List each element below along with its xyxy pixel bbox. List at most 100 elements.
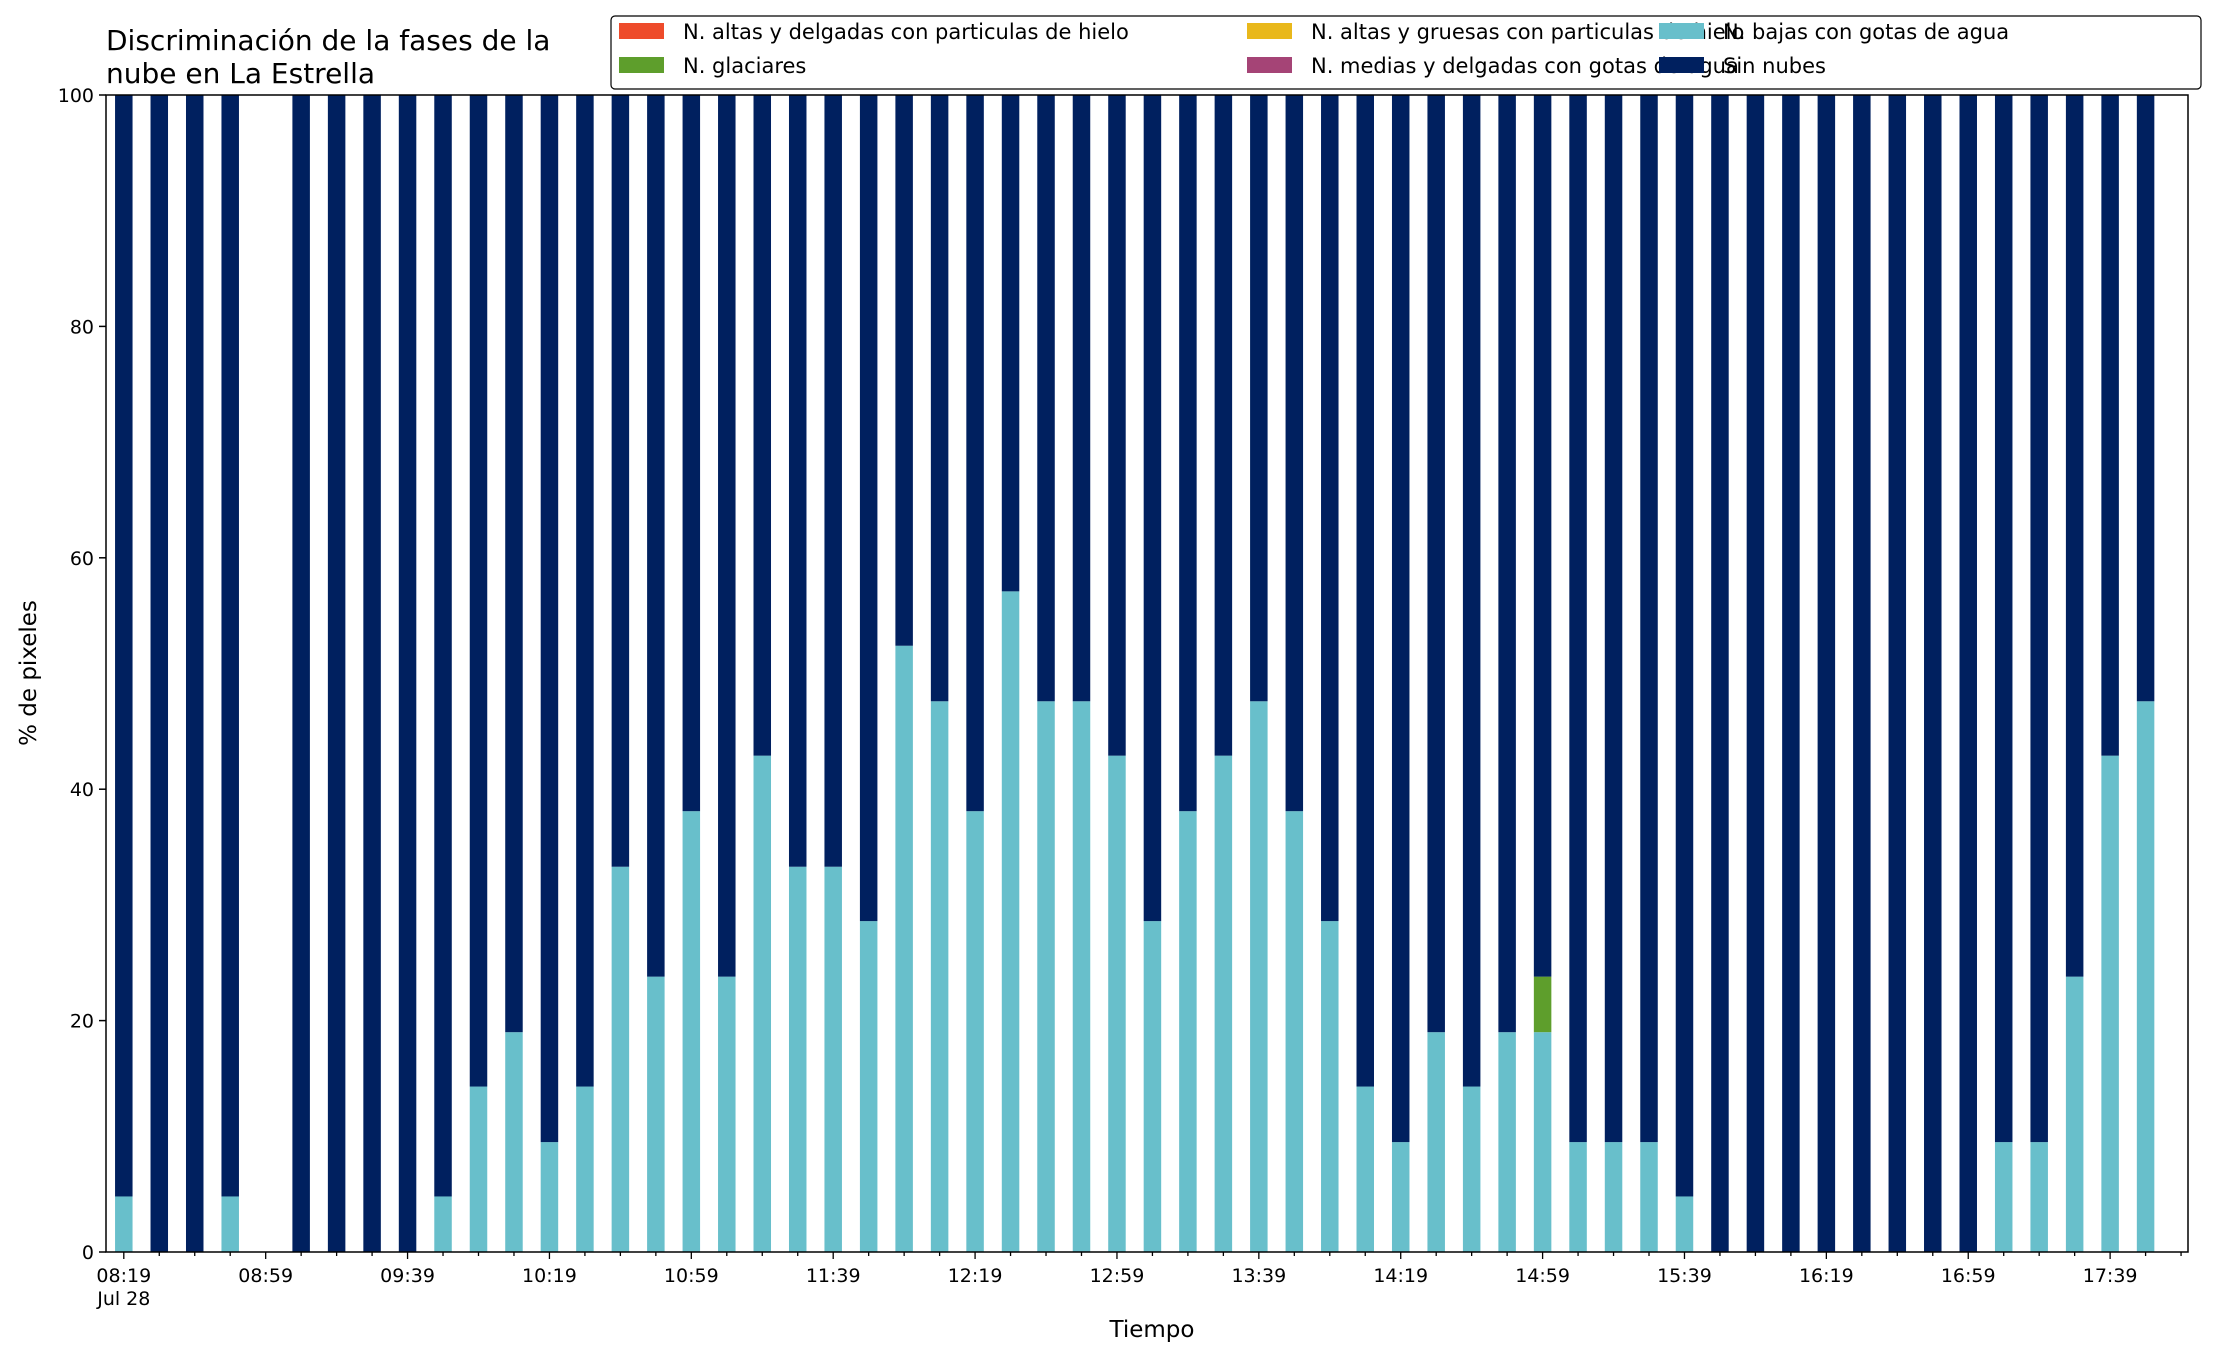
x-tick-label: 12:19 [948,1265,1003,1287]
x-axis: 08:19 Jul 28 08:59 09:39 10:19 10:59 11:39 12:1… [96,1252,2182,1310]
y-axis: 0 20 40 60 80 100 [58,85,106,1264]
bar-segment-5-57 [2136,95,2155,702]
bar-segment-5-49 [1853,95,1871,1252]
bar-segment-5-2 [185,95,204,1252]
x-tick-label: 09:39 [380,1265,435,1287]
legend-frame [610,15,2202,90]
bar-segment-5-18 [753,95,772,756]
bar-segment-5-53 [1994,95,2013,1143]
bar-segment-2-31 [1214,755,1233,1252]
bar-segment-5-11 [505,95,523,1033]
bar-segment-2-3 [221,1196,239,1252]
bar-segment-2-29 [1143,921,1162,1252]
bar-segment-5-0 [115,95,133,1197]
bar-segment-5-46 [1746,95,1765,1252]
bar-segment-2-35 [1356,1086,1374,1252]
bar-segment-5-50 [1888,95,1907,1252]
bar-segment-5-8 [398,95,417,1252]
bar-segment-5-29 [1143,95,1162,922]
legend-entry-label: Sin nubes [1723,54,1826,78]
x-tick-label: 14:59 [1515,1265,1570,1287]
bar-segment-5-10 [469,95,488,1087]
legend-entry-label: N. altas y delgadas con particulas de hi… [683,20,1129,44]
bar-segment-2-40 [1533,1032,1552,1252]
bar-segment-5-41 [1569,95,1587,1143]
bar-segment-5-17 [718,95,736,977]
bar-segment-3-40 [1533,976,1552,1033]
bar-segment-5-56 [2101,95,2119,756]
bar-segment-5-20 [824,95,842,867]
bar-segment-2-43 [1640,1142,1658,1252]
x-axis-label: Tiempo [1109,1317,1195,1343]
bar-segment-2-19 [788,866,807,1252]
bar-segment-2-57 [2136,701,2155,1252]
bar-segment-5-27 [1072,95,1091,702]
bar-segment-5-5 [292,95,310,1252]
legend-swatch [1659,57,1704,73]
bar-segment-2-27 [1072,701,1091,1252]
y-tick-label: 60 [70,548,94,570]
bar-segment-5-35 [1356,95,1374,1087]
x-tick-label: 08:59 [238,1265,293,1287]
bar-segment-2-10 [469,1086,488,1252]
bar-segment-5-48 [1817,95,1836,1252]
x-tick-label: 16:19 [1799,1265,1854,1287]
bar-segment-5-22 [895,95,913,646]
x-tick-label: 14:19 [1373,1265,1428,1287]
bar-segment-5-33 [1285,95,1304,812]
bar-segment-2-12 [540,1142,559,1252]
legend-entry-label: N. glaciares [683,54,806,78]
bar-segment-5-9 [434,95,452,1197]
bar-segment-5-24 [966,95,984,812]
bar-segment-2-11 [505,1032,523,1252]
legend-swatch [619,23,664,39]
bar-segment-5-52 [1959,95,1977,1252]
bar-segment-5-32 [1250,95,1268,702]
bar-segment-2-14 [611,866,630,1252]
bar-segment-5-25 [1001,95,1020,592]
legend-swatch [619,57,664,73]
bar-segment-5-15 [647,95,665,977]
y-tick-label: 20 [70,1011,94,1033]
bar-segment-2-37 [1427,1032,1445,1252]
bars-group [115,95,2155,1252]
bar-segment-5-54 [2030,95,2048,1143]
bar-segment-5-13 [576,95,594,1087]
bar-segment-2-34 [1321,921,1339,1252]
bar-segment-2-0 [115,1196,133,1252]
bar-segment-2-17 [718,976,736,1252]
bar-segment-2-53 [1994,1142,2013,1252]
bar-segment-5-43 [1640,95,1658,1143]
bar-segment-2-55 [2065,976,2084,1252]
y-tick-label: 0 [82,1242,94,1264]
bar-segment-2-20 [824,866,842,1252]
bar-segment-2-13 [576,1086,594,1252]
bar-segment-5-19 [788,95,807,867]
chart-title-line-1: Discriminación de la fases de la [106,24,550,57]
bar-segment-2-15 [647,976,665,1252]
bar-segment-5-45 [1711,95,1729,1252]
legend-swatch [1247,23,1292,39]
y-axis-label: % de pixeles [16,600,42,746]
legend-entry-label: N. bajas con gotas de agua [1723,20,2009,44]
bar-segment-2-32 [1250,701,1268,1252]
bar-segment-5-34 [1321,95,1339,922]
bar-segment-5-28 [1108,95,1126,756]
bar-segment-5-21 [859,95,878,922]
bar-segment-5-12 [540,95,559,1143]
bar-segment-2-33 [1285,811,1304,1252]
x-tick-label: 10:19 [522,1265,577,1287]
bar-segment-5-1 [150,95,169,1252]
bar-segment-2-23 [930,701,949,1252]
bar-segment-5-40 [1533,95,1552,977]
bar-segment-2-18 [753,755,772,1252]
y-tick-label: 80 [70,316,94,338]
bar-segment-5-6 [327,95,346,1252]
bar-segment-2-38 [1462,1086,1481,1252]
bar-segment-5-47 [1782,95,1800,1252]
bar-segment-2-9 [434,1196,452,1252]
bar-segment-5-30 [1179,95,1197,812]
bar-segment-2-24 [966,811,984,1252]
bar-segment-5-36 [1391,95,1410,1143]
